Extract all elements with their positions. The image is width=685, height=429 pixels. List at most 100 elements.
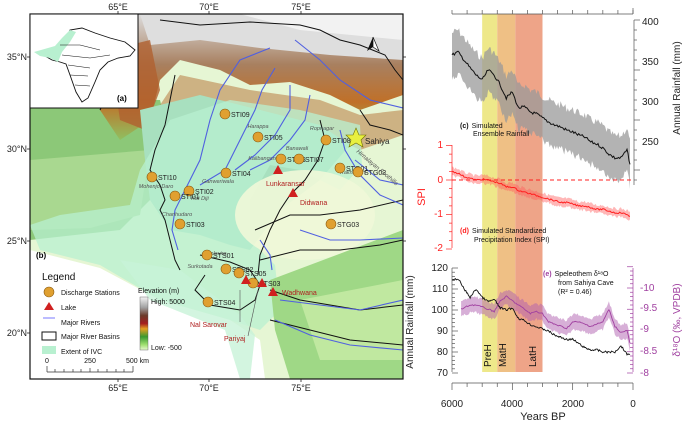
station-label: STI10 xyxy=(158,175,177,182)
svg-text:-8.5: -8.5 xyxy=(640,346,658,357)
station-label: STS01 xyxy=(213,253,235,260)
station-marker xyxy=(293,153,305,165)
svg-text:Discharge Stations: Discharge Stations xyxy=(61,290,120,297)
station-label: STI01 xyxy=(181,194,200,201)
inset-map: (a) xyxy=(29,13,139,109)
svg-text:-8: -8 xyxy=(640,368,649,379)
svg-text:100: 100 xyxy=(431,305,448,316)
svg-text:-10: -10 xyxy=(640,283,655,294)
svg-text:-9: -9 xyxy=(640,324,649,335)
station-marker xyxy=(183,185,195,197)
svg-text:120: 120 xyxy=(431,263,448,274)
svg-text:High: 5000: High: 5000 xyxy=(151,299,185,306)
c-ytick: 250 xyxy=(642,137,659,148)
period-label-math: MatH xyxy=(498,343,509,367)
c-ytick: 400 xyxy=(642,17,659,28)
x-axis-label: Years BP xyxy=(520,411,565,423)
svg-text:Elevation (m): Elevation (m) xyxy=(138,288,179,295)
site-label: Ganweriwala xyxy=(202,179,234,185)
svg-text:6000: 6000 xyxy=(441,399,464,410)
site-label: Dholavira xyxy=(203,251,226,257)
svg-text:30°N: 30°N xyxy=(7,144,27,154)
svg-text:250: 250 xyxy=(84,358,96,365)
svg-text:4000: 4000 xyxy=(501,399,524,410)
station-label: STI08 xyxy=(332,138,351,145)
station-label: STI07 xyxy=(305,157,324,164)
d-ylabel: SPI xyxy=(416,188,428,206)
lakes: Lunkaransar Didwana Wadhwana Nal Sarovar Par… xyxy=(190,165,327,343)
lake-label: Didwana xyxy=(300,200,327,207)
station-label: STI02 xyxy=(195,189,214,196)
svg-text:75°E: 75°E xyxy=(291,2,311,12)
site-label: Banawali xyxy=(286,146,309,152)
svg-text:0: 0 xyxy=(437,175,443,186)
e-ylabel-left: Annual Rainfall (mm) xyxy=(405,275,416,368)
svg-text:500 km: 500 km xyxy=(126,358,149,365)
site-label: Surkotada xyxy=(187,264,212,270)
study-area-map: (a) 65°E 70°E 75°E 65°E 70°E 75°E 35°N 3… xyxy=(7,2,406,393)
station-marker xyxy=(174,218,186,230)
station-marker xyxy=(220,263,232,275)
station-marker xyxy=(275,153,287,165)
period-band xyxy=(482,14,498,372)
station-marker xyxy=(219,108,231,120)
station-marker xyxy=(325,218,337,230)
station-marker xyxy=(169,190,181,202)
svg-text:2000: 2000 xyxy=(562,399,585,410)
lake-marker xyxy=(257,278,267,287)
c-ytick: 300 xyxy=(642,97,659,108)
station-label: STI09 xyxy=(231,112,250,119)
lake-label: Lunkaransar xyxy=(266,181,306,188)
svg-text:65°E: 65°E xyxy=(108,383,128,393)
e-ylabel-right: δ¹⁸O (‰, VPDB) xyxy=(672,283,683,356)
svg-text:Extent of IVC: Extent of IVC xyxy=(61,349,102,356)
svg-text:65°E: 65°E xyxy=(108,2,128,12)
svg-text:0: 0 xyxy=(45,358,49,365)
map-panel-label: (b) xyxy=(36,251,47,260)
time-series-charts: 400 350 300 250 Annual Rainfall (mm) (c)… xyxy=(405,8,683,423)
c-label: (c) Simulated xyxy=(460,123,503,130)
site-label: Chanhudaro xyxy=(162,212,192,218)
station-label: STI05 xyxy=(264,135,283,142)
svg-text:Legend: Legend xyxy=(42,272,75,283)
svg-text:Low: -500: Low: -500 xyxy=(151,345,182,352)
svg-text:(e)Speleothem δ¹⁸O: (e) Speleothem δ¹⁸O xyxy=(543,271,609,278)
station-marker xyxy=(202,296,214,308)
site-label: Mohenjo Daro xyxy=(139,184,174,190)
svg-text:(d)Simulated Standardized: (d) Simulated Standardized xyxy=(460,228,546,235)
station-marker xyxy=(252,131,264,143)
svg-text:70: 70 xyxy=(437,368,449,379)
sahiya-cave-marker: Sahiya xyxy=(345,127,390,148)
svg-text:70°E: 70°E xyxy=(199,383,219,393)
svg-text:35°N: 35°N xyxy=(7,52,27,62)
svg-text:20°N: 20°N xyxy=(7,328,27,338)
svg-text:Major Rivers: Major Rivers xyxy=(61,320,101,327)
station-label: STS04 xyxy=(214,300,236,307)
map-axes: 65°E 70°E 75°E 65°E 70°E 75°E 35°N 30°N … xyxy=(7,2,406,393)
station-marker xyxy=(233,267,245,279)
svg-text:(R² = 0.46): (R² = 0.46) xyxy=(558,289,592,296)
sahiya-label: Sahiya xyxy=(365,137,390,146)
svg-text:75°E: 75°E xyxy=(291,383,311,393)
lake-marker xyxy=(241,275,251,284)
map-legend: Legend Discharge Stations Lake Major Riv… xyxy=(41,272,185,373)
svg-text:from Sahiya Cave: from Sahiya Cave xyxy=(558,280,614,287)
svg-text:Precipitation Index (SPI): Precipitation Index (SPI) xyxy=(474,237,549,244)
svg-text:Ensemble Rainfall: Ensemble Rainfall xyxy=(473,131,530,138)
c-ytick: 350 xyxy=(642,57,659,68)
lake-marker xyxy=(288,188,298,197)
station-marker xyxy=(201,249,213,261)
rainfall-ensemble-mean xyxy=(451,50,631,165)
station-marker xyxy=(220,167,232,179)
site-label: Kalibangan xyxy=(248,156,276,162)
svg-text:25°N: 25°N xyxy=(7,236,27,246)
svg-text:1: 1 xyxy=(437,140,443,151)
period-label-lath: LatH xyxy=(528,346,539,367)
rainfall-line xyxy=(451,277,631,356)
site-label: Harappa xyxy=(247,124,268,130)
d18o-band xyxy=(461,289,630,352)
station-marker xyxy=(146,171,158,183)
rainfall-ensemble-band xyxy=(452,28,630,190)
lake-label: Wadhwana xyxy=(282,290,317,297)
